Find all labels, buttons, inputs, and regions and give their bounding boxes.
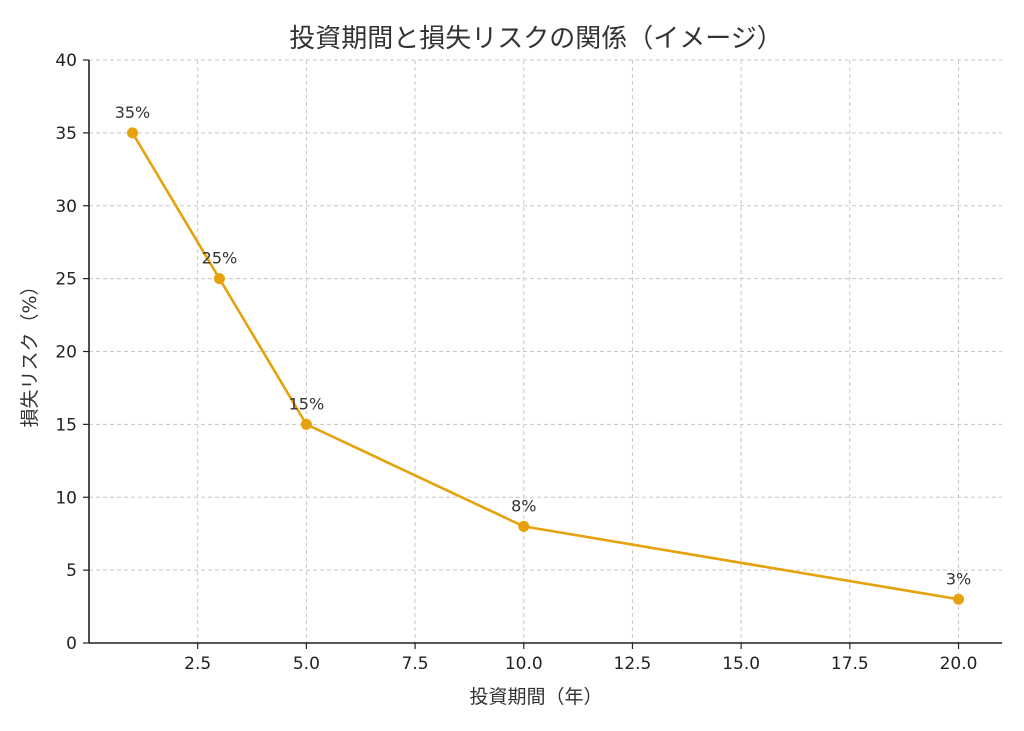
x-axis-label: 投資期間（年） [469, 686, 602, 708]
y-tick-label: 0 [66, 634, 77, 654]
data-label: 35% [115, 103, 151, 122]
data-labels: 35% 25% 15% 8% 3% [115, 103, 972, 588]
x-tick-label: 7.5 [402, 654, 429, 674]
data-label: 3% [946, 569, 971, 588]
x-tick-label: 12.5 [614, 654, 652, 674]
chart-title: 投資期間と損失リスクの関係（イメージ） [289, 24, 782, 54]
y-tick-label: 25 [55, 270, 77, 290]
data-point [126, 127, 138, 139]
y-tick-label: 30 [55, 197, 77, 217]
x-tick-label: 2.5 [184, 654, 211, 674]
data-point [518, 520, 530, 532]
x-tick-label: 5.0 [293, 654, 320, 674]
data-point [300, 418, 312, 430]
data-point [213, 273, 225, 285]
data-label: 25% [202, 249, 238, 268]
data-label: 15% [289, 394, 325, 413]
series-layer [126, 127, 965, 605]
y-tick-label: 10 [55, 488, 77, 508]
series-line [131, 132, 959, 601]
y-tick-label: 40 [55, 51, 77, 71]
x-tick-label: 20.0 [940, 654, 978, 674]
y-axis-label: 損失リスク（%） [19, 276, 41, 427]
y-tick-label: 15 [55, 415, 77, 435]
y-tick-label: 5 [66, 561, 77, 581]
data-label: 8% [511, 496, 536, 515]
x-tick-label: 15.0 [722, 654, 760, 674]
grid-lines [89, 59, 1002, 643]
y-tick-label: 20 [55, 343, 77, 363]
x-tick-label: 17.5 [831, 654, 869, 674]
tick-labels: 2.5 5.0 7.5 10.0 12.5 15.0 17.5 20.0 0 5 10 15 20 25 3… [55, 51, 977, 674]
y-tick-label: 35 [55, 124, 77, 144]
x-tick-label: 10.0 [505, 654, 543, 674]
data-point [953, 593, 965, 605]
